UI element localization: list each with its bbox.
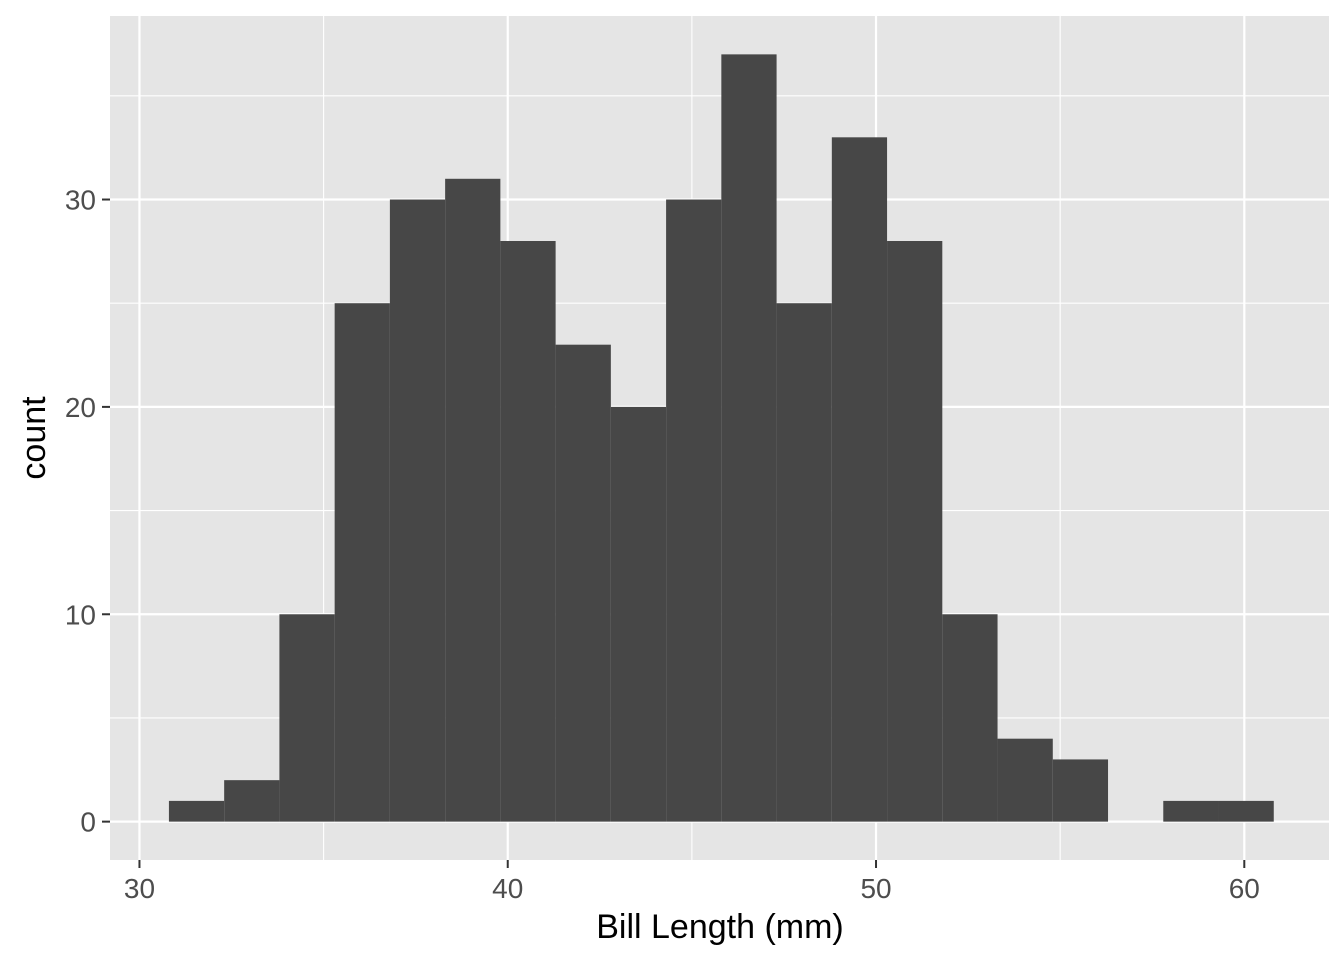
histogram-bar bbox=[279, 614, 335, 822]
y-tick-label: 10 bbox=[65, 599, 96, 630]
histogram-bar bbox=[887, 240, 943, 822]
y-tick-label: 0 bbox=[80, 807, 96, 838]
histogram-bar bbox=[1163, 800, 1219, 822]
histogram-bar bbox=[721, 54, 777, 822]
histogram-bar bbox=[445, 178, 501, 822]
x-tick-label: 60 bbox=[1229, 873, 1260, 904]
histogram-bar bbox=[831, 137, 888, 822]
histogram-bar bbox=[942, 614, 998, 822]
x-axis-title: Bill Length (mm) bbox=[596, 908, 844, 946]
histogram-bar bbox=[555, 344, 611, 822]
histogram-bar bbox=[997, 738, 1053, 822]
histogram-bar bbox=[224, 780, 280, 822]
histogram-bars bbox=[168, 54, 1274, 822]
y-tick-label: 30 bbox=[65, 185, 96, 216]
histogram-bar bbox=[610, 406, 667, 822]
histogram-bar bbox=[666, 199, 722, 822]
histogram-bar bbox=[389, 199, 446, 822]
histogram-bar bbox=[334, 303, 390, 822]
y-tick-label: 20 bbox=[65, 392, 96, 423]
y-axis-title: count bbox=[15, 396, 53, 480]
x-axis-ticks: 30 40 50 60 bbox=[124, 860, 1260, 904]
histogram-bar bbox=[776, 303, 832, 822]
x-tick-label: 30 bbox=[124, 873, 155, 904]
histogram-bar bbox=[168, 800, 225, 822]
histogram-bar bbox=[500, 240, 556, 822]
y-axis-ticks: 0 10 20 30 bbox=[65, 185, 110, 838]
x-tick-label: 50 bbox=[860, 873, 891, 904]
histogram-bar bbox=[1052, 759, 1109, 822]
histogram-bar bbox=[1218, 800, 1274, 822]
x-tick-label: 40 bbox=[492, 873, 523, 904]
